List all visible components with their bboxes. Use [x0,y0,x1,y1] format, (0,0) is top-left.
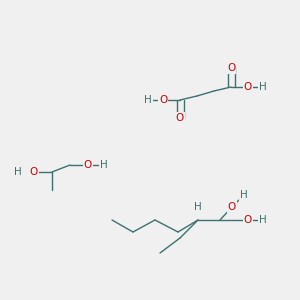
Text: H: H [144,95,152,105]
Text: O: O [244,215,252,225]
Text: O: O [227,63,235,73]
Text: O: O [176,113,184,123]
Text: O: O [84,160,92,170]
Text: H: H [240,190,248,200]
Text: O: O [244,82,252,92]
Text: H: H [14,167,22,177]
Text: H: H [194,202,202,212]
Text: O: O [228,202,236,212]
Text: H: H [259,82,267,92]
Text: O: O [159,95,167,105]
Text: O: O [30,167,38,177]
Text: H: H [100,160,108,170]
Text: H: H [259,215,267,225]
